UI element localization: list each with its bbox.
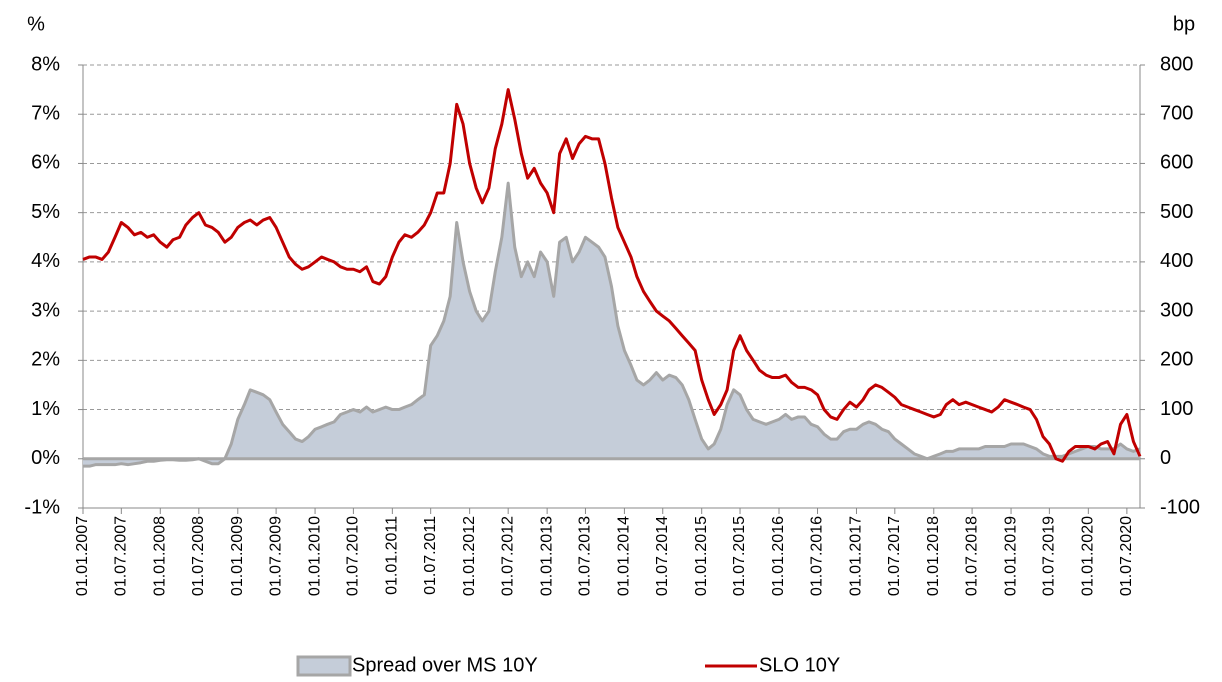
y-tick-label: 5% [31,201,60,223]
x-tick-label: 01.01.2012 [461,516,478,596]
x-tick-label: 01.07.2011 [422,516,439,595]
y-tick-label: 4% [31,250,60,272]
x-tick-label: 01.01.2015 [693,516,710,596]
x-tick-label: 01.07.2015 [731,516,748,596]
x-tick-label: 01.01.2007 [74,516,91,596]
y-axis-title: % [27,13,45,35]
legend-label: Spread over MS 10Y [352,654,538,676]
x-tick-label: 01.01.2009 [229,516,246,596]
y-tick-label: 7% [31,103,60,125]
y2-tick-label: -100 [1160,496,1200,518]
y2-tick-label: 500 [1160,201,1193,223]
legend-label: SLO 10Y [759,654,840,676]
y2-tick-label: 800 [1160,53,1193,75]
x-tick-label: 01.07.2019 [1041,516,1058,596]
x-tick-label: 01.01.2018 [925,516,942,596]
x-tick-label: 01.01.2010 [306,516,323,596]
x-tick-label: 01.01.2020 [1080,516,1097,596]
x-tick-label: 01.07.2014 [654,516,671,596]
x-tick-label: 01.07.2020 [1118,516,1135,596]
legend-swatch [296,655,352,677]
line [82,88,1142,463]
y-tick-label: -1% [24,496,60,518]
y2-tick-label: 0 [1160,447,1171,469]
x-tick-label: 01.01.2014 [616,516,633,596]
y-tick-label: 8% [31,53,60,75]
x-tick-label: 01.01.2008 [152,516,169,596]
x-tick-label: 01.01.2016 [770,516,787,596]
x-tick-label: 01.07.2009 [267,516,284,596]
x-tick-label: 01.01.2013 [538,516,555,596]
y2-tick-label: 200 [1160,349,1193,371]
y2-tick-label: 700 [1160,103,1193,125]
area-edge [83,181,1141,468]
y-tick-label: 0% [31,447,60,469]
x-tick-label: 01.01.2011 [384,516,401,595]
x-tick-label: 01.07.2010 [345,516,362,596]
y2-tick-label: 600 [1160,152,1193,174]
y-tick-label: 3% [31,299,60,321]
y2-tick-label: 100 [1160,398,1193,420]
x-tick-label: 01.07.2013 [577,516,594,596]
y2-axis-title: bp [1173,13,1195,35]
x-tick-label: 01.07.2018 [963,516,980,596]
x-tick-label: 01.07.2008 [190,516,207,596]
x-tick-label: 01.01.2019 [1002,516,1019,596]
y-tick-label: 1% [31,398,60,420]
y2-tick-label: 400 [1160,250,1193,272]
x-tick-label: 01.07.2016 [809,516,826,596]
x-tick-label: 01.01.2017 [848,516,865,596]
x-tick-label: 01.07.2012 [499,516,516,596]
x-tick-label: 01.07.2017 [886,516,903,596]
y-tick-label: 2% [31,349,60,371]
y2-tick-label: 300 [1160,299,1193,321]
x-tick-label: 01.07.2007 [113,516,130,596]
y-tick-label: 6% [31,152,60,174]
area [83,183,1140,467]
